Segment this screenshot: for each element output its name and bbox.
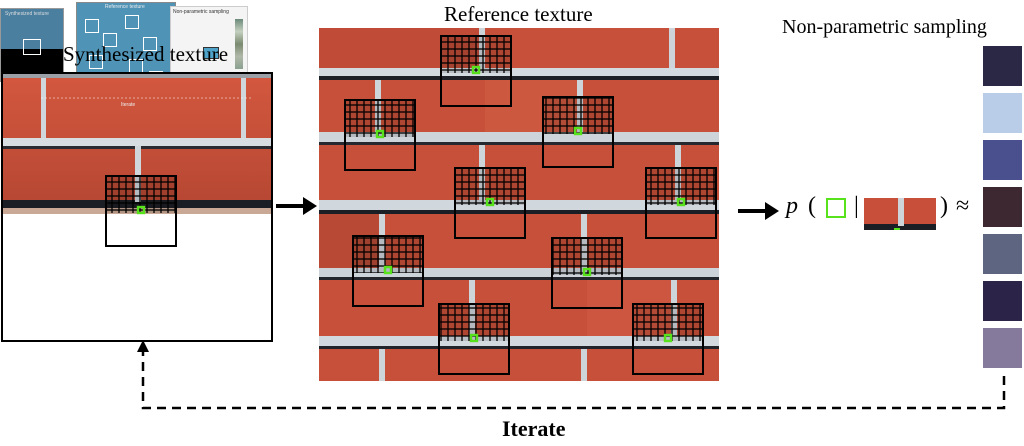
palette-swatch xyxy=(983,46,1022,86)
neighborhood-patch xyxy=(551,237,623,309)
arrow-synth-to-ref-head xyxy=(303,197,317,215)
patch-target-pixel xyxy=(469,333,479,343)
formula-close-paren: ) xyxy=(940,193,948,219)
palette-swatch xyxy=(983,328,1022,368)
neighborhood-patch xyxy=(542,96,614,168)
patch-outline xyxy=(105,175,177,247)
patch-outline xyxy=(551,237,623,309)
neighborhood-patch xyxy=(645,167,717,239)
patch-target-pixel xyxy=(663,333,673,343)
patch-target-pixel xyxy=(471,65,481,75)
neighborhood-patch xyxy=(454,167,526,239)
thumb-np: Non-parametric sampling xyxy=(170,6,248,74)
patch-outline xyxy=(632,303,704,375)
patch-outline xyxy=(438,303,510,375)
formula-approx: ≈ xyxy=(956,193,970,219)
patch-target-pixel xyxy=(136,205,146,215)
formula-p: p xyxy=(786,193,798,219)
palette-swatch xyxy=(983,140,1022,180)
thumb-np-label: Non-parametric sampling xyxy=(173,9,229,15)
neighborhood-patch xyxy=(344,99,416,171)
palette-swatch xyxy=(983,93,1022,133)
patch-outline xyxy=(352,235,424,307)
patch-outline xyxy=(344,99,416,171)
patch-target-pixel xyxy=(676,197,686,207)
formula-bar: | xyxy=(854,193,859,219)
iterate-arrowhead xyxy=(137,340,149,352)
patch-target-pixel xyxy=(485,197,495,207)
thumb-ref-label: Reference texture xyxy=(105,4,145,10)
neighborhood-patch xyxy=(632,303,704,375)
patch-target-pixel xyxy=(573,126,583,136)
palette-swatch xyxy=(983,234,1022,274)
patch-target-pixel xyxy=(375,129,385,139)
neighborhood-patch xyxy=(438,303,510,375)
iterate-label: Iterate xyxy=(502,416,566,441)
palette-swatch xyxy=(983,187,1022,227)
formula-open-paren: ( xyxy=(808,193,816,219)
formula-green-square xyxy=(826,198,846,218)
patch-outline xyxy=(440,35,512,107)
synth-title: Synthesized texture xyxy=(63,42,229,66)
palette-column xyxy=(983,46,1022,372)
palette-swatch xyxy=(983,281,1022,321)
np-title: Non-parametric sampling xyxy=(782,16,987,38)
neighborhood-patch xyxy=(105,175,177,247)
patch-outline xyxy=(454,167,526,239)
neighborhood-patch xyxy=(352,235,424,307)
formula-neighborhood-patch xyxy=(864,198,936,230)
thumb-synth-label: Synthesized texture xyxy=(5,11,49,17)
synth-mid-label: Iterate xyxy=(121,102,136,108)
formula: p ( | ) ≈ xyxy=(784,193,980,237)
patch-target-pixel xyxy=(383,265,393,275)
patch-outline xyxy=(542,96,614,168)
patch-outline xyxy=(645,167,717,239)
ref-title: Reference texture xyxy=(444,2,593,26)
arrow-ref-to-formula-head xyxy=(765,202,779,220)
iterate-loop xyxy=(141,352,1006,410)
patch-target-pixel xyxy=(582,267,592,277)
neighborhood-patch xyxy=(440,35,512,107)
